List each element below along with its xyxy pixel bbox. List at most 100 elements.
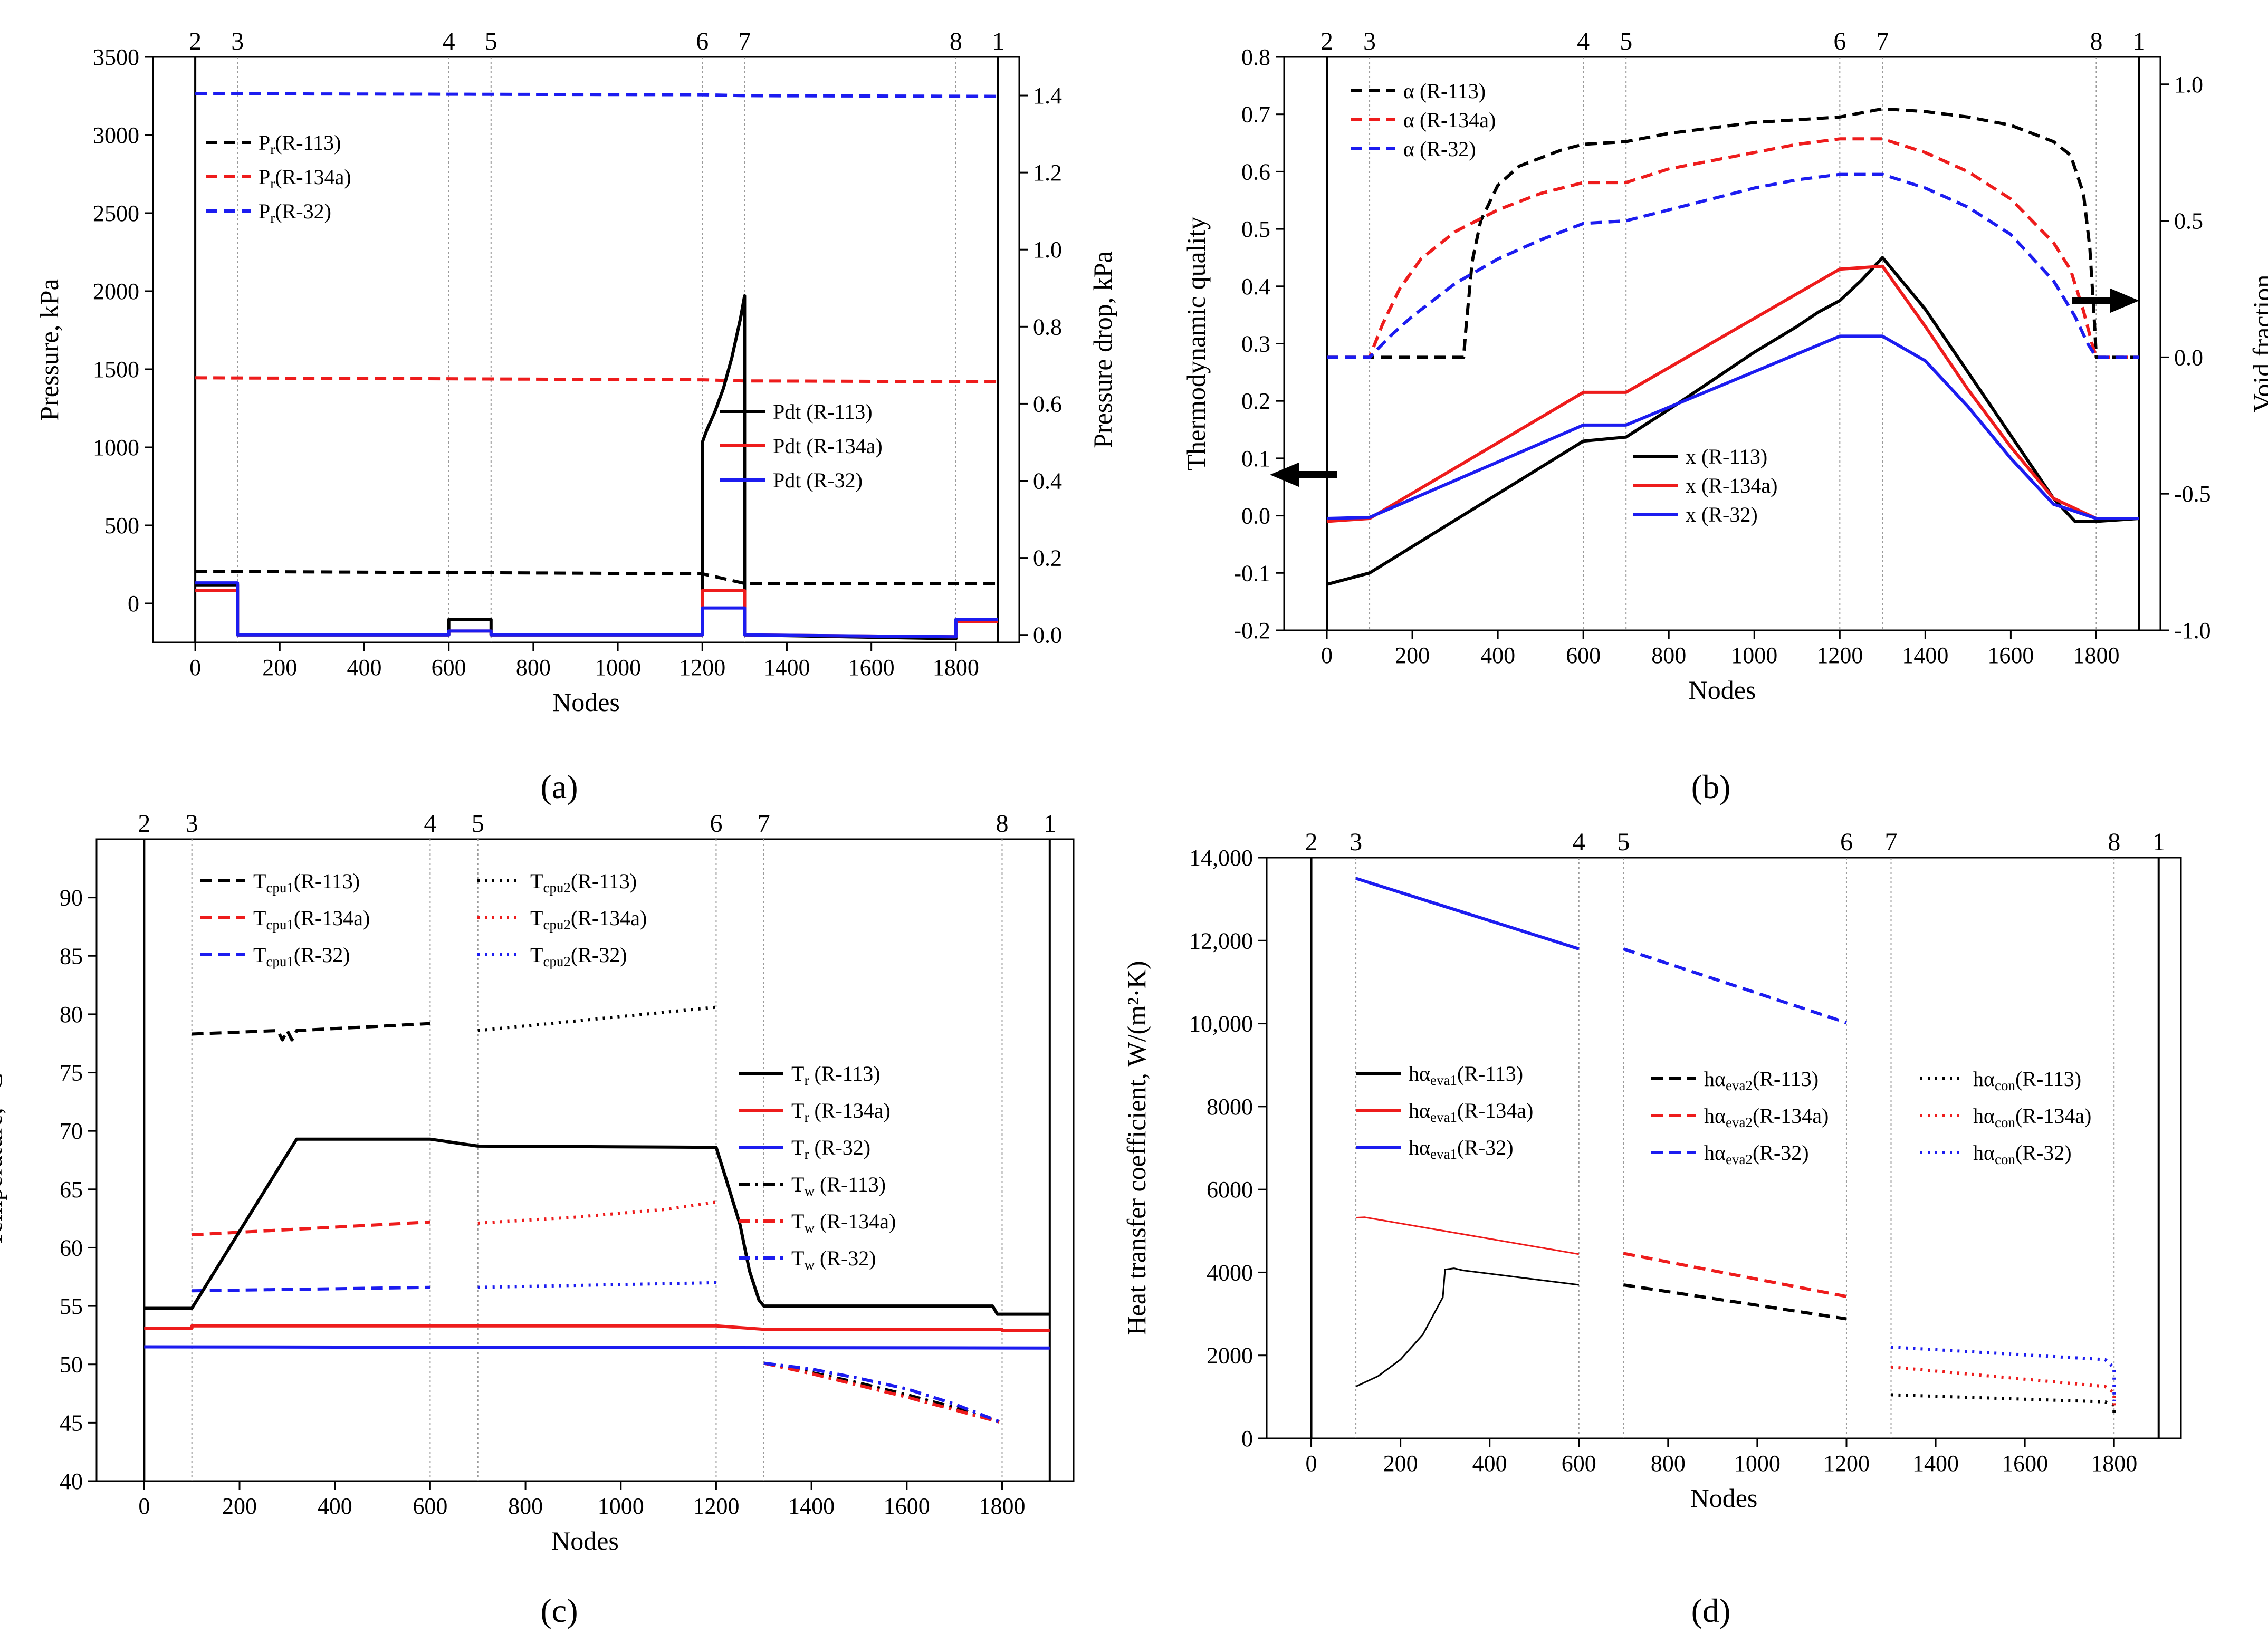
b-y-tick-label: 0.2 — [1241, 388, 1270, 414]
b-y2-tick-label: -0.5 — [2174, 481, 2211, 507]
a-state-label: 1 — [992, 27, 1004, 55]
a-x-tick-label: 1200 — [679, 655, 725, 680]
b-y-tick-label: 0.3 — [1241, 331, 1270, 357]
a-y2-axis-title: Pressure drop, kPa — [1088, 251, 1117, 448]
d-legend-label: hαeva2(R-134a) — [1704, 1104, 1829, 1130]
b-y2-axis-title: Void fraction — [2247, 275, 2268, 413]
d-y-tick-label: 10,000 — [1189, 1011, 1253, 1037]
c-y-tick-label: 60 — [60, 1235, 83, 1261]
b-x-tick-label: 0 — [1321, 642, 1333, 668]
a-y2-tick-label: 0.8 — [1033, 314, 1062, 340]
c-state-label: 2 — [138, 810, 150, 838]
c-y-tick-label: 80 — [60, 1002, 83, 1027]
a-y-tick-label: 500 — [104, 513, 139, 539]
b-legend-label: x (R-113) — [1686, 445, 1767, 468]
a-x-tick-label: 1600 — [848, 655, 895, 680]
b-state-label: 4 — [1577, 27, 1590, 55]
c-x-tick-label: 600 — [413, 1493, 447, 1519]
a-legend-label: Pr(R-113) — [259, 131, 341, 157]
a-series-pdt-r-113- — [195, 294, 998, 640]
a-y2-tick-label: 0.6 — [1033, 391, 1062, 417]
c-x-tick-label: 1000 — [598, 1493, 644, 1519]
b-y-tick-label: 0.1 — [1241, 446, 1270, 472]
c-x-tick-label: 800 — [508, 1493, 543, 1519]
d-x-tick-label: 800 — [1651, 1450, 1686, 1476]
a-state-label: 4 — [443, 27, 455, 55]
a-x-tick-label: 600 — [432, 655, 466, 680]
d-series-h-eva2-r-32- — [1623, 947, 1847, 1024]
d-legend-label: hαeva2(R-32) — [1704, 1141, 1809, 1167]
a-y-tick-label: 0 — [128, 591, 139, 617]
c-y-tick-label: 50 — [60, 1352, 83, 1378]
b-x-tick-label: 400 — [1480, 642, 1515, 668]
a-state-label: 2 — [189, 27, 202, 55]
d-state-label: 2 — [1305, 828, 1318, 856]
d-x-tick-label: 600 — [1562, 1450, 1596, 1476]
b-series--r-32- — [1327, 172, 2139, 359]
d-state-label: 3 — [1350, 828, 1362, 856]
c-x-tick-label: 400 — [318, 1493, 352, 1519]
d-legend-label: hαcon(R-113) — [1973, 1067, 2081, 1093]
d-state-label: 5 — [1617, 828, 1630, 856]
b-x-tick-label: 1400 — [1902, 642, 1948, 668]
a-series-pr-r-32- — [195, 92, 999, 98]
a-series-pdt-r-32- — [195, 581, 998, 639]
c-series-tr-r-134a- — [144, 1324, 1050, 1332]
c-legend-label: Tcpu1(R-32) — [253, 943, 350, 969]
d-state-label: 1 — [2152, 828, 2165, 856]
c-legend-label: Tw (R-113) — [791, 1173, 886, 1199]
b-series--r-134a- — [1327, 137, 2139, 359]
d-series-h-con-r-113- — [1891, 1393, 2116, 1414]
c-x-tick-label: 1600 — [884, 1493, 930, 1519]
c-y-tick-label: 65 — [60, 1177, 83, 1203]
d-state-label: 7 — [1885, 828, 1898, 856]
d-x-tick-label: 1600 — [2002, 1450, 2048, 1476]
a-y-tick-label: 2000 — [93, 278, 139, 304]
c-y-tick-label: 45 — [60, 1410, 83, 1436]
c-y-tick-label: 70 — [60, 1118, 83, 1144]
a-state-label: 3 — [231, 27, 244, 55]
c-series-tcpu2-r-134a- — [477, 1200, 716, 1225]
b-series--r-113- — [1327, 107, 2139, 359]
d-x-tick-label: 0 — [1306, 1450, 1317, 1476]
b-series-x-r-134a- — [1326, 264, 2139, 523]
a-y2-tick-label: 0.0 — [1033, 622, 1062, 648]
b-legend-label: x (R-32) — [1686, 503, 1758, 526]
d-series-h-eva2-r-134a- — [1623, 1252, 1847, 1298]
c-legend-label: Tr (R-32) — [791, 1136, 870, 1162]
d-state-label: 4 — [1573, 828, 1585, 856]
d-series-h-con-r-134a- — [1891, 1365, 2116, 1409]
b-y2-tick-label: 1.0 — [2174, 72, 2203, 98]
c-y-tick-label: 40 — [60, 1468, 83, 1494]
a-y2-tick-label: 0.4 — [1033, 468, 1062, 494]
b-y-axis-title: Thermodynamic quality — [1181, 217, 1211, 471]
c-y-tick-label: 85 — [60, 943, 83, 969]
d-series-h-con-r-32- — [1891, 1346, 2116, 1401]
b-x-tick-label: 1600 — [1987, 642, 2034, 668]
b-y-tick-label: 0.8 — [1241, 44, 1270, 70]
c-legend-label: Tcpu2(R-134a) — [530, 906, 647, 933]
a-y2-tick-label: 0.2 — [1033, 545, 1062, 571]
a-legend-label: Pdt (R-32) — [773, 468, 863, 492]
d-legend-label: hαeva1(R-32) — [1409, 1136, 1514, 1162]
a-legend-label: Pr(R-134a) — [259, 165, 351, 191]
b-state-label: 1 — [2132, 27, 2145, 55]
b-series-x-r-113- — [1326, 256, 2139, 586]
a-x-tick-label: 200 — [262, 655, 297, 680]
d-state-label: 6 — [1840, 828, 1853, 856]
b-state-label: 5 — [1620, 27, 1632, 55]
b-y-tick-label: -0.2 — [1233, 618, 1270, 643]
a-x-tick-label: 1800 — [933, 655, 979, 680]
c-x-axis-title: Nodes — [551, 1526, 619, 1555]
b-legend-label: α (R-32) — [1403, 137, 1476, 161]
d-y-tick-label: 8000 — [1207, 1094, 1253, 1120]
b-y-tick-label: 0.6 — [1241, 159, 1270, 185]
c-series-tw-r-32- — [763, 1361, 1003, 1425]
b-y-tick-label: 0.7 — [1241, 102, 1270, 128]
a-series-pdt-r-134a- — [195, 589, 998, 639]
d-y-tick-label: 0 — [1241, 1426, 1253, 1452]
b-left-axis-arrow — [1270, 462, 1337, 487]
c-x-tick-label: 0 — [138, 1493, 150, 1519]
c-x-tick-label: 200 — [222, 1493, 257, 1519]
